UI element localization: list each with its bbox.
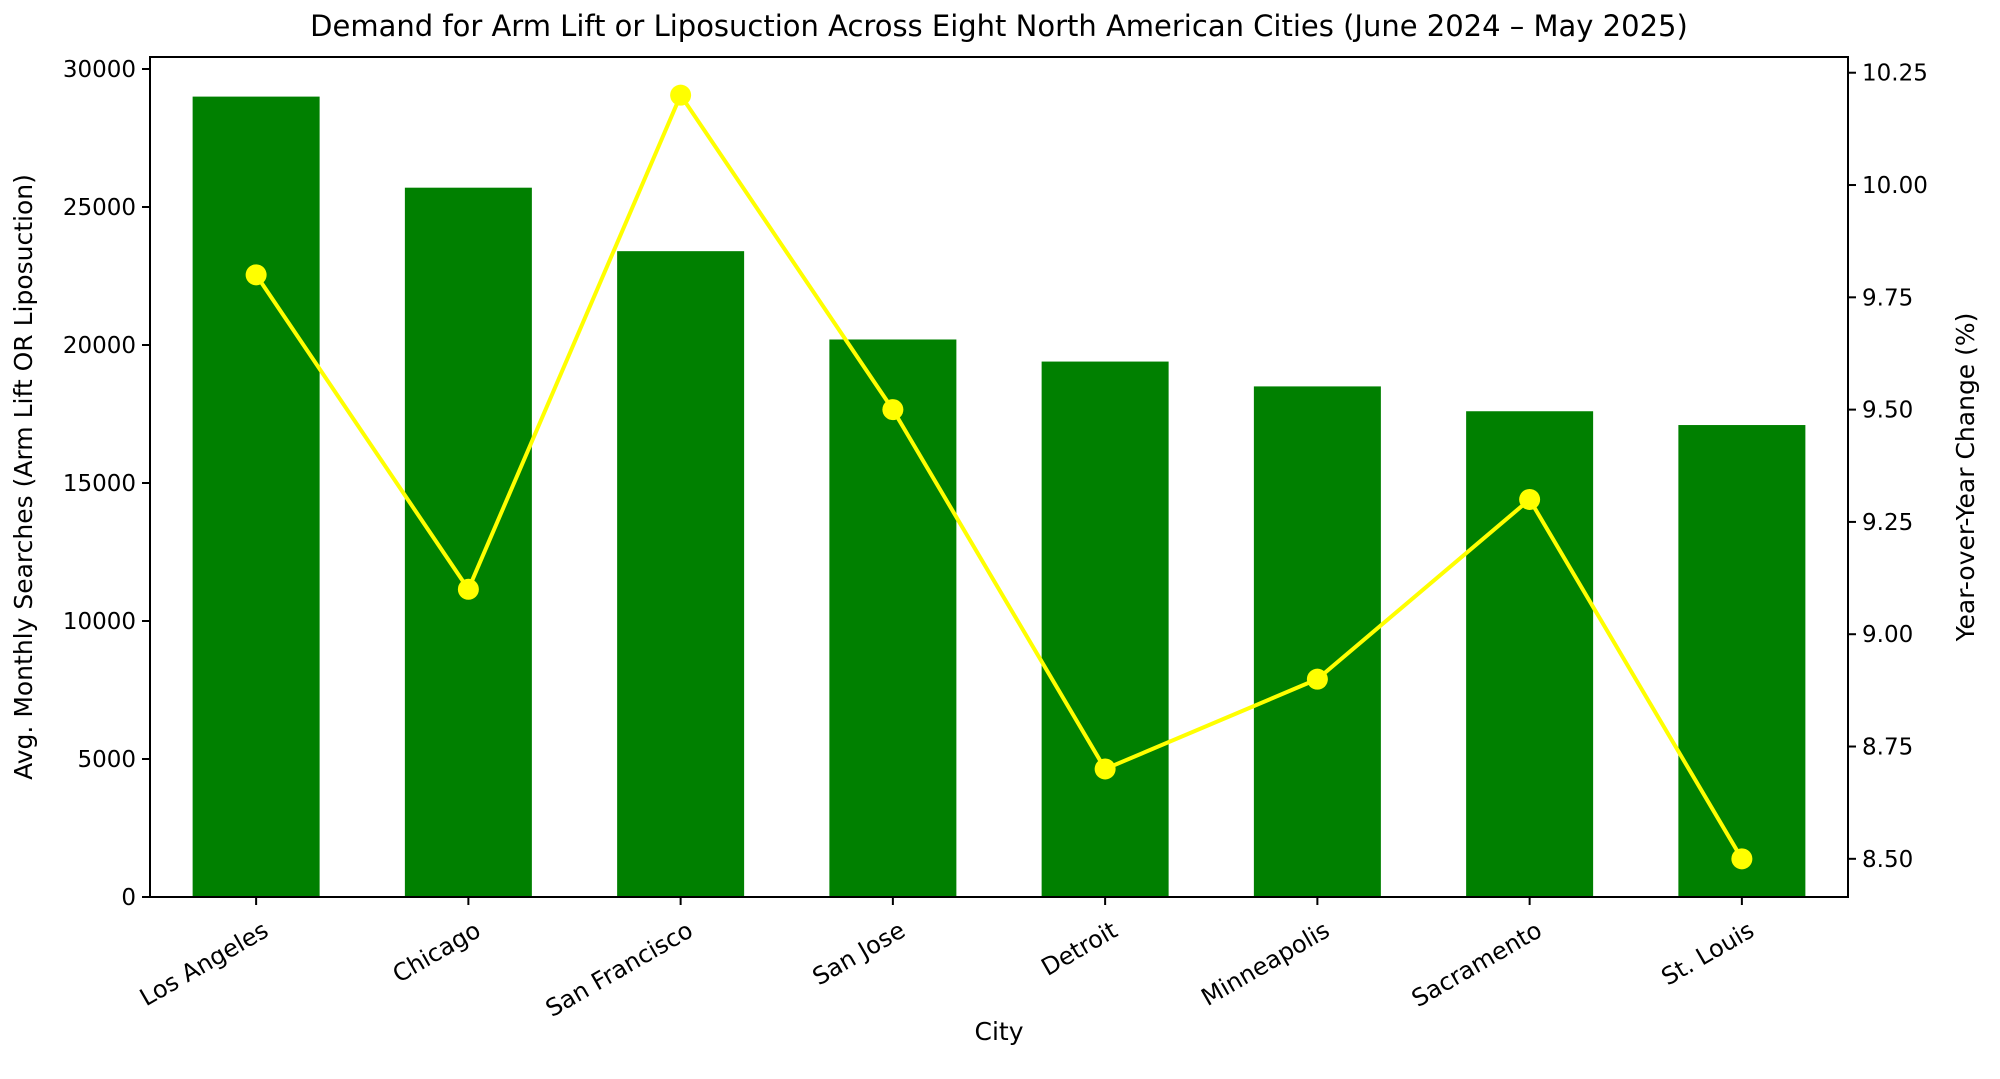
bar-san-jose [829,339,957,897]
right-y-tick-label: 9.25 [1862,510,1913,536]
left-y-tick-label: 25000 [63,195,136,221]
bar-sacramento [1466,411,1594,897]
yoy-change-marker-detroit [1094,758,1116,780]
plot-border [149,56,1849,898]
x-tick-label-sacramento: Sacramento [1407,916,1547,1013]
left-y-axis-title: Avg. Monthly Searches (Arm Lift OR Lipos… [9,174,38,780]
right-y-tick-label: 9.50 [1862,398,1913,424]
right-y-axis-title: Year-over-Year Change (%) [1951,313,1980,643]
yoy-change-marker-chicago [457,578,479,600]
x-tick-label-los-angeles: Los Angeles [135,916,273,1012]
left-y-tick-label: 15000 [63,471,136,497]
x-tick-label-san-jose: San Jose [808,916,910,991]
left-y-tick-label: 10000 [63,609,136,635]
x-tick-label-detroit: Detroit [1036,916,1122,982]
yoy-change-marker-sacramento [1519,488,1541,510]
bar-chicago [404,187,532,898]
bar-st-louis [1678,425,1806,897]
bar-detroit [1041,361,1169,897]
yoy-change-marker-los-angeles [245,264,267,286]
x-tick-label-st-louis: St. Louis [1657,916,1759,991]
right-y-tick-label: 9.00 [1862,622,1913,648]
bar-series-group [192,96,1806,898]
x-axis-title: City [975,1017,1024,1046]
x-tick-label-chicago: Chicago [388,916,486,988]
right-y-tick-label: 8.75 [1862,735,1913,761]
right-y-tick-label: 8.50 [1862,847,1913,873]
axis-ticks-group: 0 5000 10000 15000 20000 25000 30000 8.50 8.75 9.… [63,57,1928,1023]
left-y-tick-label: 20000 [63,333,136,359]
plot-frame-group [149,56,1849,898]
chart-title: Demand for Arm Lift or Liposuction Acros… [310,9,1688,43]
x-tick-label-minneapolis: Minneapolis [1197,916,1335,1012]
right-y-tick-label: 10.00 [1862,173,1928,199]
right-y-tick-label: 9.75 [1862,285,1913,311]
left-y-tick-label: 0 [121,885,136,911]
x-tick-label-san-francisco: San Francisco [541,916,698,1023]
yoy-change-line [254,93,1744,861]
bar-san-francisco [617,251,745,897]
bar-los-angeles [192,96,320,898]
left-y-tick-label: 5000 [77,747,136,773]
yoy-change-marker-st-louis [1731,848,1753,870]
left-y-tick-label: 30000 [63,57,136,83]
yoy-change-marker-minneapolis [1306,668,1328,690]
yoy-change-marker-san-francisco [670,84,692,106]
line-series-group [245,84,1753,870]
right-y-tick-label: 10.25 [1862,61,1928,87]
yoy-change-marker-san-jose [882,399,904,421]
